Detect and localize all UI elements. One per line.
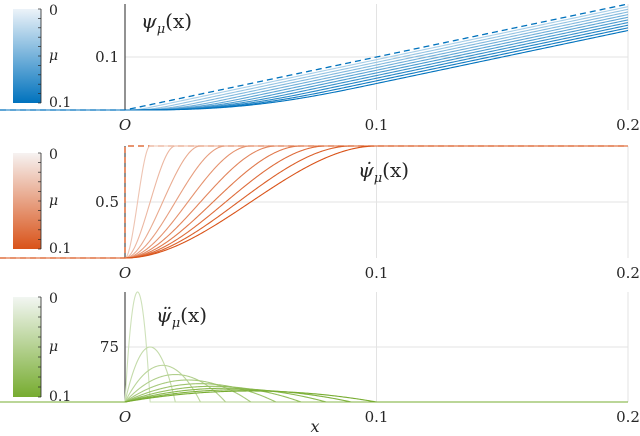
colorbar-label-mid: μ <box>49 193 58 209</box>
x-tick-label: 0.2 <box>616 264 640 282</box>
colorbar-label-top: 0 <box>49 291 58 307</box>
panel-2: O 0.1 0.20.5ψ̇μ(x)0μ0.1 <box>0 145 640 282</box>
title-symbol: ψ <box>141 9 157 33</box>
panel-title: ψ̇μ(x) <box>358 158 409 186</box>
title-subscript: μ <box>374 171 382 186</box>
title-argument: (x) <box>180 303 207 327</box>
colorbar <box>13 297 41 397</box>
x-tick-label: 0.1 <box>365 116 389 134</box>
colorbar-label-bottom: 0.1 <box>49 241 71 257</box>
colorbar-label-top: 0 <box>49 3 58 19</box>
series-line-mu-0.06 <box>0 19 629 111</box>
colorbar <box>13 9 41 103</box>
y-tick-label: 0.5 <box>95 193 119 211</box>
colorbar-label-mid: μ <box>49 339 58 355</box>
title-symbol: ψ̇ <box>358 158 374 182</box>
title-argument: (x) <box>165 9 192 33</box>
colorbar-label-mid: μ <box>49 48 58 64</box>
x-tick-label: 0.2 <box>616 408 640 426</box>
series-line-mu-0.02 <box>0 8 629 111</box>
y-tick-label: 0.1 <box>95 48 119 66</box>
series-line-mu-0.03 <box>0 11 629 111</box>
x-tick-label: O <box>119 116 131 134</box>
colorbar-label-bottom: 0.1 <box>49 95 71 111</box>
y-tick-label: 75 <box>100 338 119 356</box>
title-subscript: μ <box>172 316 180 331</box>
x-tick-label: 0.2 <box>616 116 640 134</box>
panel-title: ψ̈μ(x) <box>156 303 207 331</box>
series-line-mu-0.09 <box>0 389 628 403</box>
series-line-mu-0.1 <box>0 29 629 111</box>
series-line-mu-0 <box>0 3 629 111</box>
title-argument: (x) <box>382 158 409 182</box>
panel-title: ψμ(x) <box>141 9 192 37</box>
series-line-mu-0.01 <box>0 6 629 111</box>
series-line-mu-0.08 <box>0 24 629 111</box>
series-line-mu-0.07 <box>0 22 629 111</box>
panel-1: O 0.1 0.20.1ψμ(x)0μ0.1 <box>0 3 640 134</box>
series-line-mu-0.1 <box>0 390 628 403</box>
series-line-mu-0.03 <box>0 364 628 403</box>
colorbar-label-top: 0 <box>49 147 58 163</box>
title-subscript: μ <box>157 22 165 37</box>
colorbar <box>13 153 41 249</box>
x-tick-label: 0.1 <box>365 408 389 426</box>
colorbar-label-bottom: 0.1 <box>49 389 71 405</box>
series-line-mu-0.04 <box>0 373 628 403</box>
x-axis-label: x <box>310 417 319 436</box>
x-tick-label: O <box>119 408 131 426</box>
x-tick-label: O <box>119 264 131 282</box>
series-line-mu-0.1 <box>0 145 628 259</box>
title-symbol: ψ̈ <box>156 303 172 327</box>
series-line-mu-0.05 <box>0 16 629 111</box>
x-tick-label: 0.1 <box>365 264 389 282</box>
series-line-mu-0.04 <box>0 14 629 111</box>
